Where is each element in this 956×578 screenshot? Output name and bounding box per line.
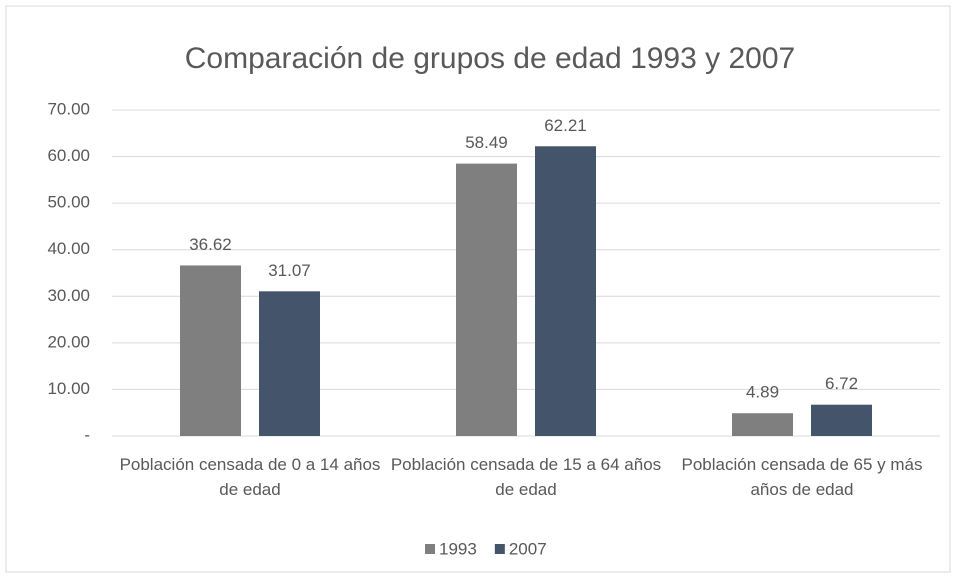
bar — [732, 413, 793, 436]
legend-label: 2007 — [509, 539, 547, 558]
x-tick-label: Población censada de 0 a 14 años de edad — [119, 455, 381, 499]
y-tick-label: 60.00 — [47, 146, 90, 165]
y-tick-label: 40.00 — [47, 239, 90, 258]
data-label: 62.21 — [544, 116, 587, 135]
y-tick-label: 20.00 — [47, 332, 90, 351]
legend-label: 1993 — [439, 539, 477, 558]
bar — [180, 265, 241, 436]
data-label: 4.89 — [746, 383, 779, 402]
x-tick-label: Población censada de 15 a 64 años de eda… — [390, 455, 662, 499]
bar — [259, 291, 320, 436]
bar — [535, 146, 596, 436]
bar — [811, 404, 872, 436]
y-tick-label: 50.00 — [47, 193, 90, 212]
chart-title: Comparación de grupos de edad 1993 y 200… — [185, 42, 795, 75]
data-label: 36.62 — [189, 235, 232, 254]
x-tick-label: Población censada de 65 y más años de ed… — [681, 455, 923, 499]
y-tick-label: - — [84, 425, 90, 444]
y-tick-label: 10.00 — [47, 379, 90, 398]
y-tick-label: 30.00 — [47, 286, 90, 305]
data-label: 58.49 — [465, 133, 508, 152]
data-label: 31.07 — [268, 261, 311, 280]
data-label: 6.72 — [825, 374, 858, 393]
legend-swatch — [494, 544, 505, 554]
bar — [456, 163, 517, 437]
legend-swatch — [425, 544, 435, 554]
y-tick-label: 70.00 — [47, 99, 90, 118]
